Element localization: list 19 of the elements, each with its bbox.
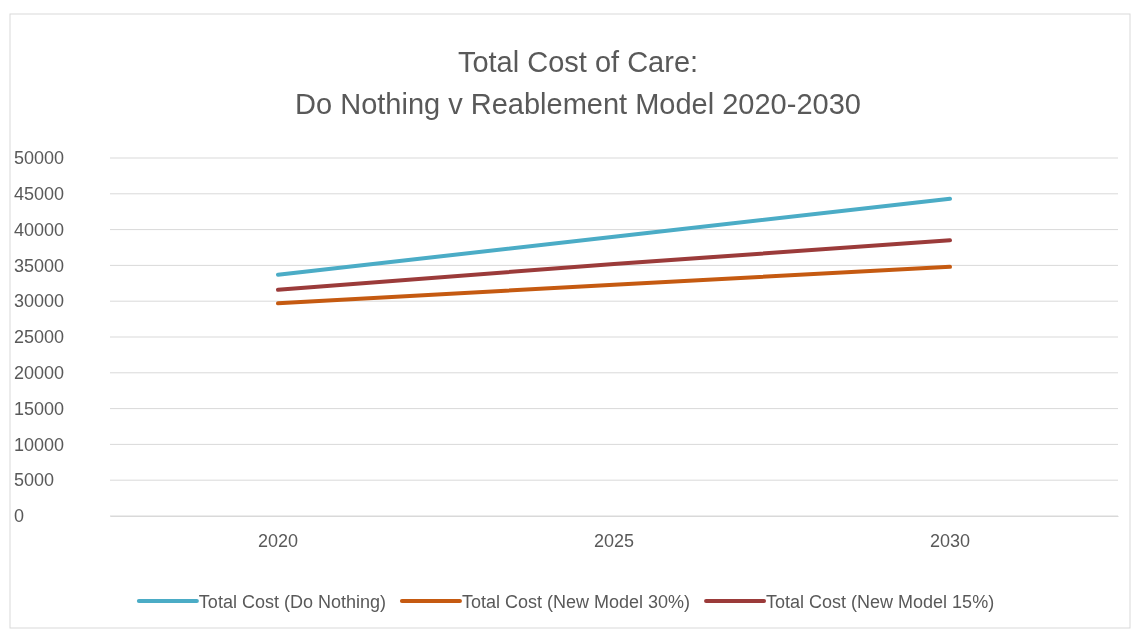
y-tick-label: 30000 xyxy=(14,291,65,312)
y-tick-label: 45000 xyxy=(14,184,65,205)
legend-label: Total Cost (New Model 30%) xyxy=(461,592,691,612)
y-tick-label: 35000 xyxy=(14,255,65,276)
y-tick-label: 5000 xyxy=(14,470,55,491)
legend-label: Total Cost (Do Nothing) xyxy=(198,592,386,612)
x-tick-label: 2025 xyxy=(593,530,635,551)
y-tick-label: 0 xyxy=(14,506,25,527)
y-tick-label: 40000 xyxy=(14,219,65,240)
legend-label: Total Cost (New Model 15%) xyxy=(766,592,995,612)
y-tick-label: 15000 xyxy=(14,398,65,419)
y-tick-label: 50000 xyxy=(14,148,65,169)
y-tick-label: 20000 xyxy=(14,363,65,384)
x-tick-label: 2020 xyxy=(257,530,299,551)
y-tick-label: 10000 xyxy=(14,434,65,455)
chart-title: Total Cost of Care: xyxy=(457,46,699,78)
x-tick-label: 2030 xyxy=(929,530,971,551)
y-tick-label: 25000 xyxy=(14,327,65,348)
chart-subtitle: Do Nothing v Reablement Model 2020-2030 xyxy=(295,88,861,120)
